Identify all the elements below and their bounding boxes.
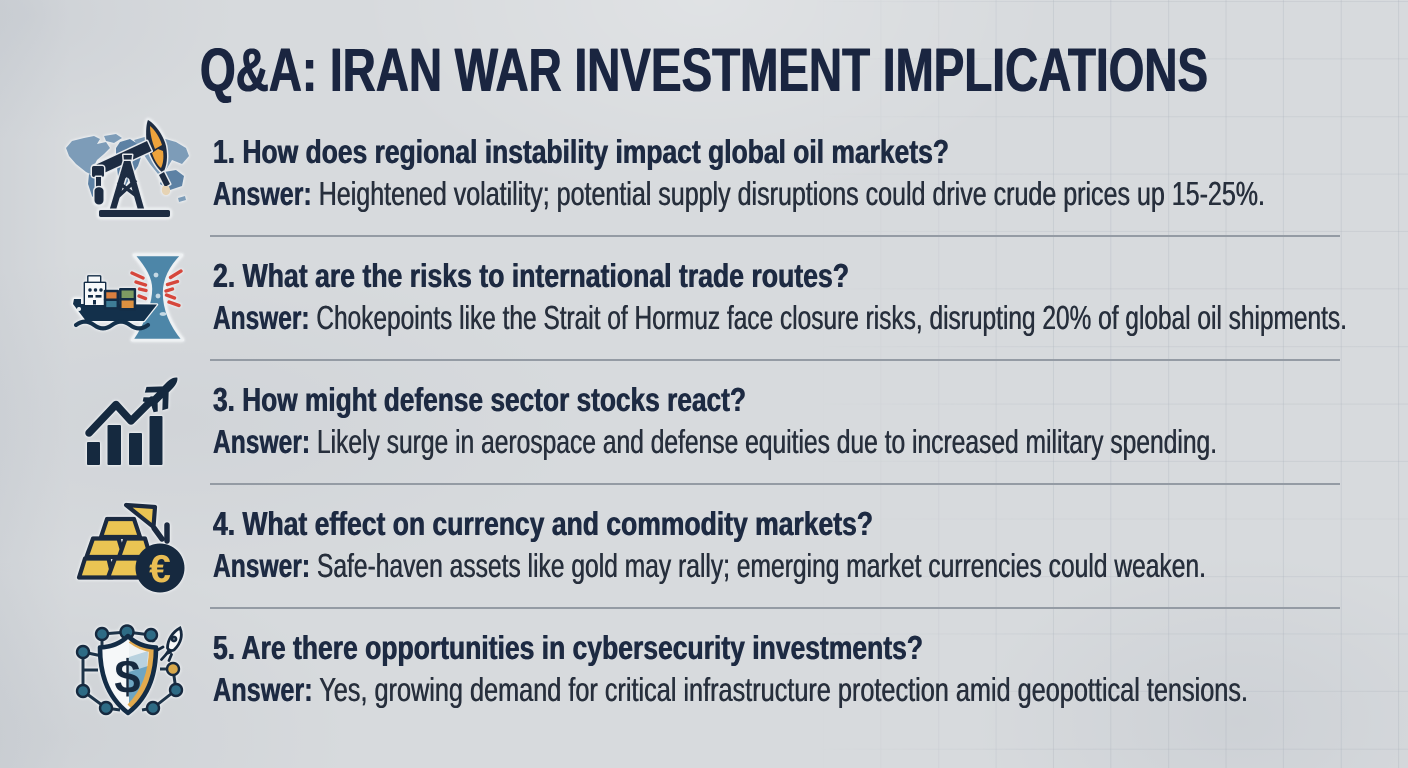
- svg-text:$: $: [114, 650, 140, 703]
- svg-text:€: €: [149, 548, 171, 591]
